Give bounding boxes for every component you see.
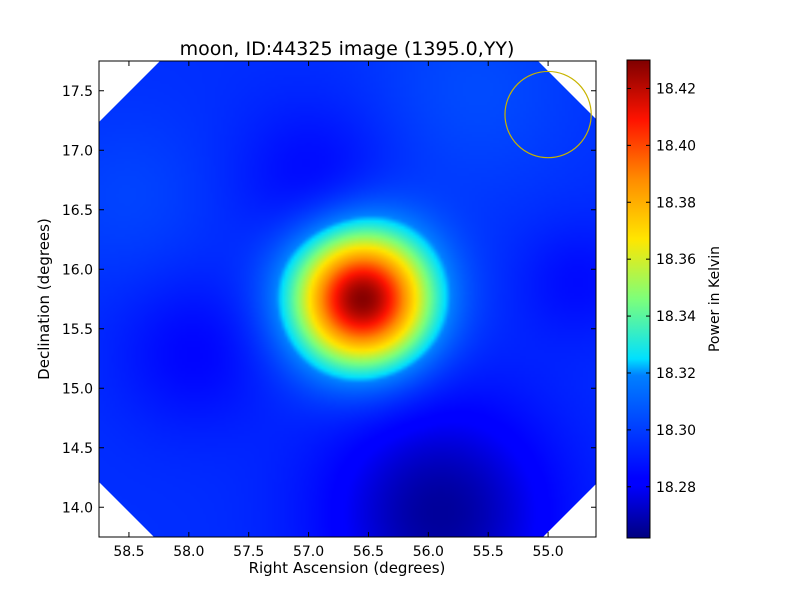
- colorbar-tick-label: 18.28: [656, 480, 696, 496]
- x-tick-label: 57.5: [233, 544, 264, 560]
- colorbar: [626, 59, 651, 539]
- x-tick-label: 55.0: [533, 544, 564, 560]
- colorbar-tick-label: 18.34: [656, 309, 696, 325]
- colorbar-tick-label: 18.40: [656, 138, 696, 154]
- colorbar-label: Power in Kelvin: [707, 246, 723, 352]
- plot-frame: [98, 60, 597, 538]
- x-tick-label: 58.0: [173, 544, 204, 560]
- y-tick-label: 17.0: [62, 143, 93, 159]
- y-tick-label: 15.5: [62, 322, 93, 338]
- corner-mask-bottom-left: [99, 482, 154, 537]
- x-axis-ticks: 58.5 58.0 57.5 57.0 56.5 56.0 55.5 55.0: [113, 61, 564, 560]
- y-axis-ticks: 14.0 14.5 15.0 15.5 16.0 16.5 17.0 17.5: [62, 84, 596, 516]
- y-axis-label: Declination (degrees): [35, 218, 53, 380]
- y-tick-label: 15.0: [62, 381, 93, 397]
- colorbar-ticks: 18.28 18.30 18.32 18.34 18.36 18.38 18.40 18.42: [627, 81, 696, 496]
- x-tick-label: 56.5: [353, 544, 384, 560]
- x-axis-label: Right Ascension (degrees): [249, 559, 446, 577]
- colorbar-tick-label: 18.30: [656, 423, 696, 439]
- x-tick-label: 55.5: [473, 544, 504, 560]
- x-tick-label: 57.0: [293, 544, 324, 560]
- corner-mask-bottom-right: [543, 484, 596, 537]
- heatmap-image: [99, 61, 596, 537]
- corner-mask-top-left: [99, 61, 160, 122]
- y-tick-label: 14.5: [62, 441, 93, 457]
- x-tick-label: 56.0: [413, 544, 444, 560]
- x-tick-label: 58.5: [113, 544, 144, 560]
- colorbar-tick-label: 18.32: [656, 366, 696, 382]
- y-tick-label: 17.5: [62, 84, 93, 100]
- beam-circle: [504, 70, 592, 159]
- y-tick-label: 16.5: [62, 203, 93, 219]
- colorbar-tick-label: 18.36: [656, 252, 696, 268]
- chart-title: moon, ID:44325 image (1395.0,YY): [180, 38, 515, 60]
- colorbar-tick-label: 18.42: [656, 81, 696, 97]
- corner-mask-top-right: [538, 61, 596, 119]
- colorbar-tick-label: 18.38: [656, 195, 696, 211]
- y-tick-label: 16.0: [62, 262, 93, 278]
- y-tick-label: 14.0: [62, 500, 93, 516]
